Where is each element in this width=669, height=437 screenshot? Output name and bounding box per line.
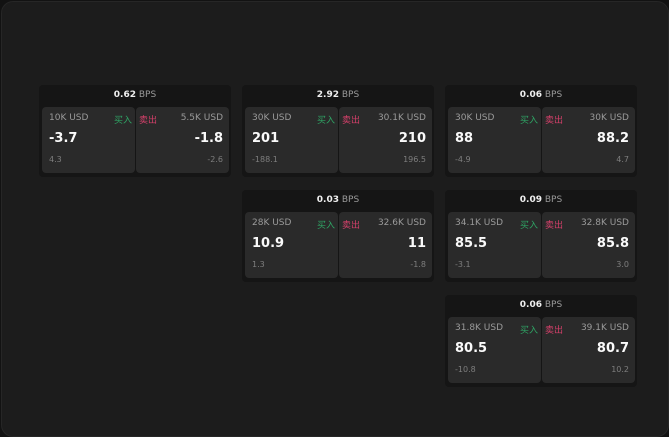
sell-label: 卖出 [139,116,158,126]
buy-change: 1.3 [252,260,265,269]
buy-size: 28K USD [252,218,292,228]
buy-price: 85.5 [455,236,488,251]
spread-value: 0.06 [519,90,542,100]
sell-label: 卖出 [342,221,361,231]
buy-size: 30K USD [455,113,495,123]
buy-label: 买入 [519,326,538,336]
sell-price: 80.7 [596,341,629,356]
sell-size: 30.1K USD [377,113,426,123]
buy-change: -188.1 [252,155,278,164]
sell-price: 88.2 [596,131,629,146]
spread-header: 0.06 BPS [445,295,637,315]
sell-change: 196.5 [403,155,426,164]
buy-size: 10K USD [49,113,89,123]
sell-change: -2.6 [207,155,223,164]
spread-value: 0.03 [316,195,339,205]
spread-header: 0.62 BPS [39,85,231,105]
spread-unit: BPS [544,90,563,100]
sell-change: 10.2 [611,365,629,374]
spread-value: 2.92 [316,90,339,100]
sell-price: 11 [407,236,426,251]
sell-button[interactable]: 卖出 32.6K USD 11 -1.8 [339,212,432,278]
buy-price: 10.9 [252,236,285,251]
quote-card: 0.62 BPS 10K USD 买入 -3.7 4.3 卖出 5.5K USD… [39,85,231,177]
buy-change: -4.9 [455,155,471,164]
buy-change: 4.3 [49,155,62,164]
quote-card: 0.06 BPS 30K USD 买入 88 -4.9 卖出 30K USD 8… [445,85,637,177]
sell-change: 3.0 [616,260,629,269]
sell-button[interactable]: 卖出 39.1K USD 80.7 10.2 [542,317,635,383]
spread-header: 0.03 BPS [242,190,434,210]
spread-value: 0.09 [519,195,542,205]
sell-price: -1.8 [194,131,223,146]
sell-price: 85.8 [596,236,629,251]
buy-label: 买入 [316,116,335,126]
sell-size: 32.8K USD [580,218,629,228]
buy-price: 80.5 [455,341,488,356]
sell-button[interactable]: 卖出 32.8K USD 85.8 3.0 [542,212,635,278]
buy-button[interactable]: 30K USD 买入 88 -4.9 [448,107,541,173]
spread-unit: BPS [544,195,563,205]
sell-change: 4.7 [616,155,629,164]
quote-card: 0.03 BPS 28K USD 买入 10.9 1.3 卖出 32.6K US… [242,190,434,282]
sell-label: 卖出 [545,116,564,126]
buy-change: -10.8 [455,365,476,374]
buy-button[interactable]: 30K USD 买入 201 -188.1 [245,107,338,173]
buy-label: 买入 [113,116,132,126]
spread-unit: BPS [341,90,360,100]
sell-button[interactable]: 卖出 30.1K USD 210 196.5 [339,107,432,173]
buy-label: 买入 [519,116,538,126]
sell-size: 30K USD [589,113,629,123]
sell-size: 5.5K USD [180,113,223,123]
quote-card: 2.92 BPS 30K USD 买入 201 -188.1 卖出 30.1K … [242,85,434,177]
buy-price: -3.7 [49,131,78,146]
buy-button[interactable]: 28K USD 买入 10.9 1.3 [245,212,338,278]
spread-header: 0.09 BPS [445,190,637,210]
buy-label: 买入 [316,221,335,231]
sell-label: 卖出 [545,221,564,231]
buy-size: 31.8K USD [455,323,504,333]
quote-card: 0.09 BPS 34.1K USD 买入 85.5 -3.1 卖出 32.8K… [445,190,637,282]
sell-label: 卖出 [342,116,361,126]
sell-label: 卖出 [545,326,564,336]
buy-price: 88 [455,131,474,146]
buy-button[interactable]: 10K USD 买入 -3.7 4.3 [42,107,135,173]
buy-button[interactable]: 31.8K USD 买入 80.5 -10.8 [448,317,541,383]
sell-size: 32.6K USD [377,218,426,228]
buy-size: 34.1K USD [455,218,504,228]
buy-price: 201 [252,131,280,146]
buy-button[interactable]: 34.1K USD 买入 85.5 -3.1 [448,212,541,278]
sell-change: -1.8 [410,260,426,269]
sell-button[interactable]: 卖出 30K USD 88.2 4.7 [542,107,635,173]
spread-unit: BPS [341,195,360,205]
sell-price: 210 [398,131,426,146]
spread-value: 0.62 [113,90,136,100]
spread-unit: BPS [544,300,563,310]
sell-button[interactable]: 卖出 5.5K USD -1.8 -2.6 [136,107,229,173]
sell-size: 39.1K USD [580,323,629,333]
quote-card: 0.06 BPS 31.8K USD 买入 80.5 -10.8 卖出 39.1… [445,295,637,387]
spread-unit: BPS [138,90,157,100]
spread-value: 0.06 [519,300,542,310]
buy-label: 买入 [519,221,538,231]
spread-header: 0.06 BPS [445,85,637,105]
buy-size: 30K USD [252,113,292,123]
buy-change: -3.1 [455,260,471,269]
spread-header: 2.92 BPS [242,85,434,105]
